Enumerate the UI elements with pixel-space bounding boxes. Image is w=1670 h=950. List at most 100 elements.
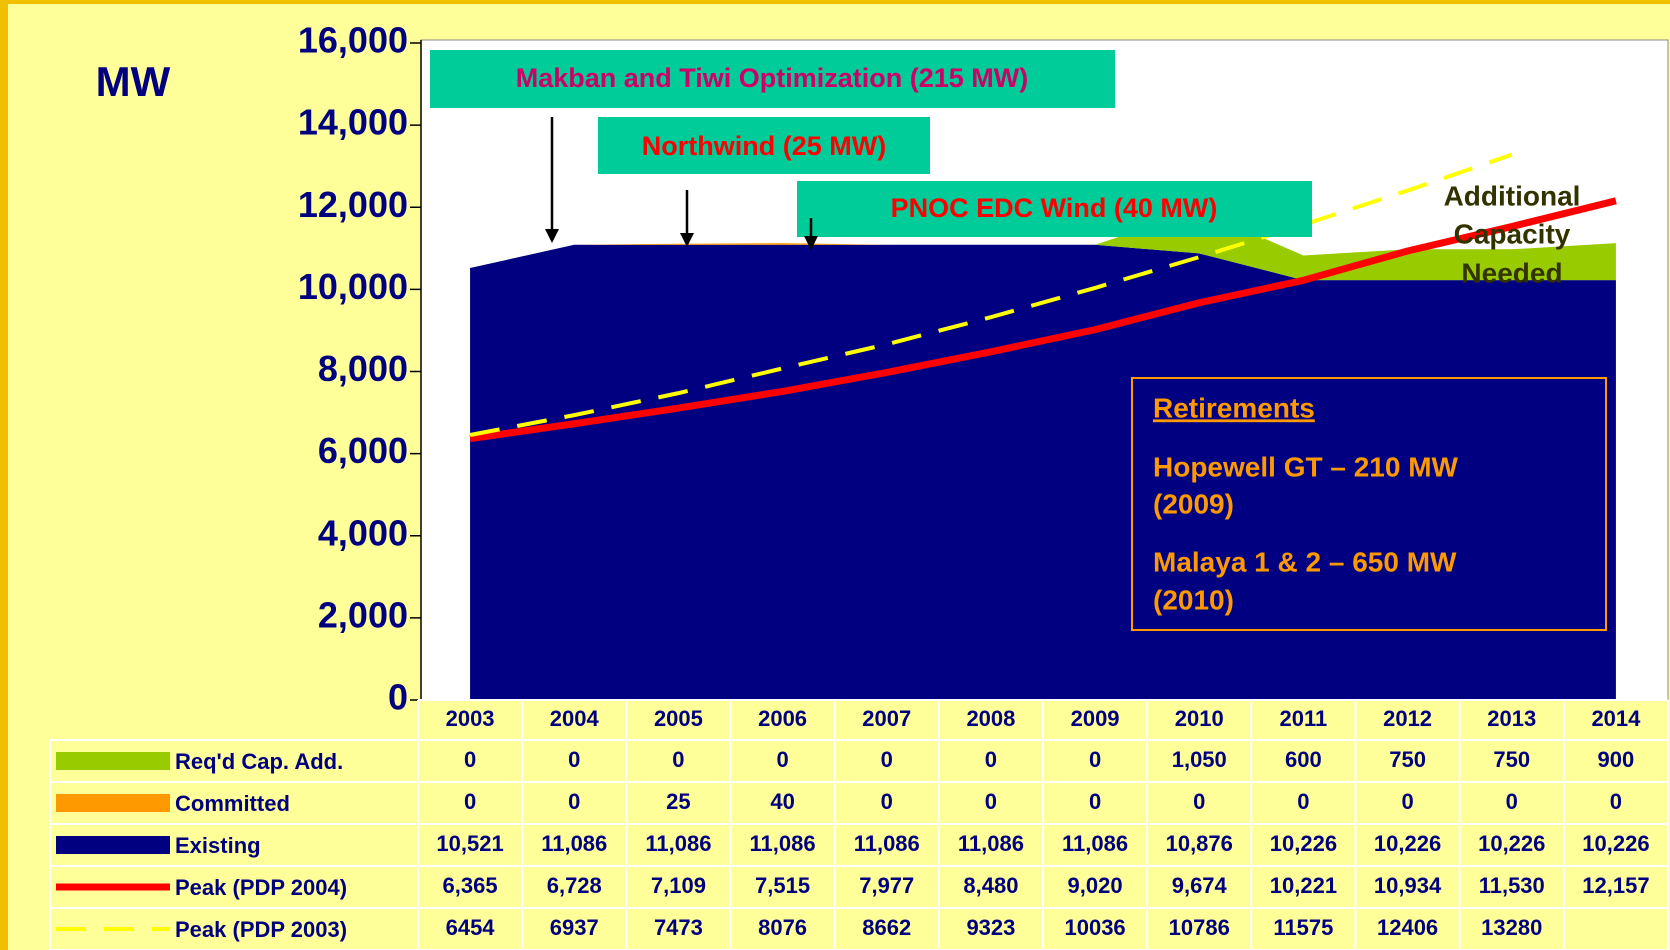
line xyxy=(469,197,1617,443)
annotation-text: Northwind (25 MW) xyxy=(642,131,886,161)
table-value: 0 xyxy=(776,747,788,772)
table-value: 40 xyxy=(770,789,794,814)
y-tick-label: 12,000 xyxy=(298,184,408,225)
table-value: 0 xyxy=(881,789,893,814)
y-tick-label: 4,000 xyxy=(318,512,408,553)
table-value: 11,086 xyxy=(958,831,1024,856)
table-value: 10036 xyxy=(1064,915,1125,940)
table-value: 11,086 xyxy=(645,831,711,856)
table-value: 0 xyxy=(985,789,997,814)
table-value: 11,086 xyxy=(541,831,607,856)
y-tick-label: 0 xyxy=(388,677,408,718)
table-value: 7,977 xyxy=(859,873,914,898)
annotation-box xyxy=(797,181,1312,237)
table-value: 10786 xyxy=(1169,915,1230,940)
table-value: 1,050 xyxy=(1172,747,1227,772)
x-tick-label: 2003 xyxy=(446,706,495,731)
retirement-item: (2010) xyxy=(1153,584,1234,615)
table-value: 0 xyxy=(1089,789,1101,814)
legend-label: Committed xyxy=(175,791,290,816)
table-value: 0 xyxy=(464,747,476,772)
area xyxy=(470,244,1616,700)
retirements-box xyxy=(1131,377,1607,631)
table-value: 0 xyxy=(985,747,997,772)
legend-label: Existing xyxy=(175,833,261,858)
table-value: 13280 xyxy=(1481,915,1542,940)
retirement-item: Malaya 1 & 2 – 650 MW xyxy=(1153,546,1457,577)
x-tick-label: 2007 xyxy=(862,706,911,731)
x-tick-label: 2008 xyxy=(966,706,1015,731)
table-value: 10,226 xyxy=(1582,831,1649,856)
x-tick-label: 2009 xyxy=(1071,706,1120,731)
table-value: 900 xyxy=(1598,747,1635,772)
table-value: 10,221 xyxy=(1270,873,1337,898)
table-value: 0 xyxy=(568,747,580,772)
y-tick-label: 16,000 xyxy=(298,20,408,61)
additional-capacity-label: Capacity xyxy=(1454,218,1571,249)
legend-label: Req'd Cap. Add. xyxy=(175,749,343,774)
table-value: 7,109 xyxy=(651,873,706,898)
table-value: 8662 xyxy=(862,915,911,940)
left-border xyxy=(0,0,8,950)
table-value: 6,728 xyxy=(547,873,602,898)
table-value: 0 xyxy=(672,747,684,772)
table-value: 11575 xyxy=(1273,915,1333,940)
y-tick-label: 8,000 xyxy=(318,348,408,389)
retirement-item: (2009) xyxy=(1153,488,1234,519)
table-value: 25 xyxy=(666,789,690,814)
table-value: 0 xyxy=(881,747,893,772)
table-value: 12,157 xyxy=(1582,873,1649,898)
annotation-text: Makban and Tiwi Optimization (215 MW) xyxy=(516,63,1029,93)
table-value: 10,226 xyxy=(1478,831,1545,856)
x-tick-label: 2014 xyxy=(1591,706,1641,731)
legend-swatch xyxy=(56,794,170,812)
table-value: 8076 xyxy=(758,915,807,940)
table-value: 6,365 xyxy=(443,873,498,898)
table-value: 11,086 xyxy=(1062,831,1128,856)
table-value: 0 xyxy=(464,789,476,814)
table-value: 0 xyxy=(568,789,580,814)
table-value: 6937 xyxy=(550,915,599,940)
annotation-text: PNOC EDC Wind (40 MW) xyxy=(891,193,1218,223)
table-value: 10,934 xyxy=(1374,873,1442,898)
arrow-head xyxy=(804,236,818,250)
table-value: 7,515 xyxy=(755,873,810,898)
area xyxy=(470,210,1616,281)
table-value: 0 xyxy=(1193,789,1205,814)
table-value: 9,674 xyxy=(1172,873,1228,898)
legend-swatch xyxy=(56,752,170,770)
table-value: 8,480 xyxy=(963,873,1018,898)
table-value: 10,226 xyxy=(1270,831,1337,856)
y-axis-label: MW xyxy=(96,58,171,105)
legend-label: Peak (PDP 2004) xyxy=(175,875,347,900)
arrow-head xyxy=(545,229,559,243)
x-tick-label: 2006 xyxy=(758,706,807,731)
table-value: 600 xyxy=(1285,747,1322,772)
retirement-item: Hopewell GT – 210 MW xyxy=(1153,451,1459,482)
y-tick-label: 14,000 xyxy=(298,102,408,143)
table-value: 11,086 xyxy=(854,831,920,856)
table-value: 9,020 xyxy=(1068,873,1123,898)
table-value: 750 xyxy=(1389,747,1426,772)
annotation-box xyxy=(430,50,1115,108)
y-tick-label: 6,000 xyxy=(318,430,408,471)
y-tick-label: 2,000 xyxy=(318,594,408,635)
additional-capacity-label: Needed xyxy=(1461,257,1562,288)
table-value: 0 xyxy=(1089,747,1101,772)
table-value: 12406 xyxy=(1377,915,1438,940)
x-tick-label: 2012 xyxy=(1383,706,1432,731)
x-tick-label: 2005 xyxy=(654,706,703,731)
table-value: 10,876 xyxy=(1166,831,1233,856)
additional-capacity-label: Additional xyxy=(1444,180,1581,211)
retirements-title: Retirements xyxy=(1153,392,1315,423)
arrow-head xyxy=(680,233,694,247)
annotation-box xyxy=(598,117,930,174)
table-value: 10,226 xyxy=(1374,831,1441,856)
table-value: 0 xyxy=(1401,789,1413,814)
x-tick-label: 2011 xyxy=(1280,706,1328,731)
table-value: 6454 xyxy=(446,915,496,940)
table-value: 0 xyxy=(1297,789,1309,814)
x-tick-label: 2013 xyxy=(1487,706,1536,731)
